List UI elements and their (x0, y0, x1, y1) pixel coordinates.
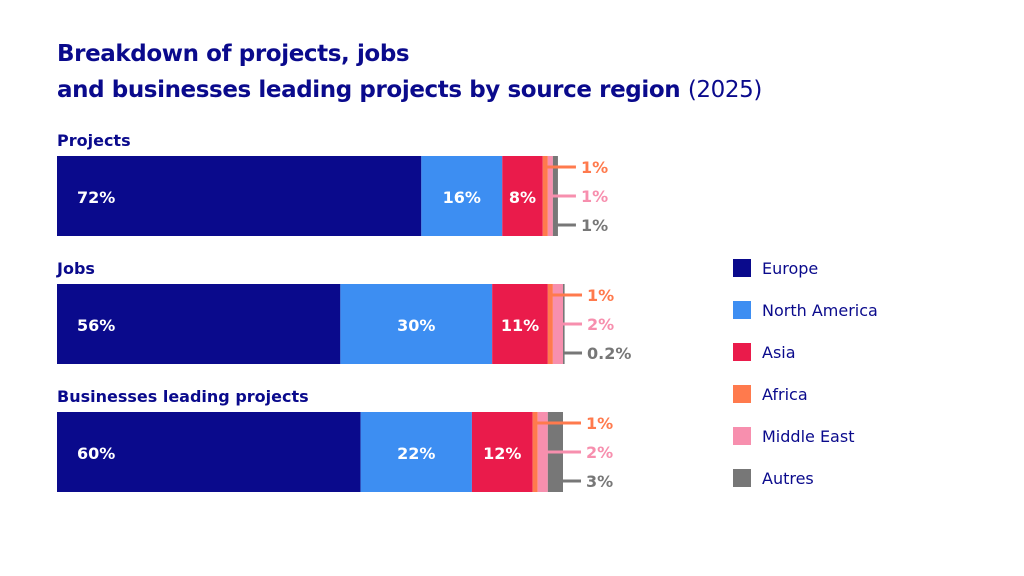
legend-item-africa: Africa (733, 383, 808, 405)
data-label-projects-middle-east: 1% (581, 187, 608, 206)
legend-label-asia: Asia (762, 342, 796, 362)
legend-item-middle-east: Middle East (733, 425, 854, 447)
chart-title-year: (2025) (687, 77, 762, 103)
bar-projects-africa (542, 156, 548, 236)
legend-item-autres: Autres (733, 467, 814, 489)
bar-projects-north-america (421, 156, 503, 236)
legend-item-europe: Europe (733, 257, 818, 279)
data-label-businesses-leading-projects-europe: 60% (77, 444, 115, 463)
bar-jobs-africa (547, 284, 553, 364)
bar-projects-europe (57, 156, 422, 236)
data-label-businesses-leading-projects-autres: 3% (586, 472, 613, 491)
bar-jobs-north-america (340, 284, 493, 364)
category-label-jobs: Jobs (56, 259, 95, 278)
bar-projects-asia (502, 156, 543, 236)
data-label-businesses-leading-projects-middle-east: 2% (586, 443, 613, 462)
data-label-businesses-leading-projects-africa: 1% (586, 414, 613, 433)
data-label-projects-autres: 1% (581, 216, 608, 235)
legend-swatch-middle-east (733, 427, 751, 445)
data-label-jobs-autres: 0.2% (587, 344, 631, 363)
bar-jobs-asia (492, 284, 548, 364)
legend-swatch-europe (733, 259, 751, 277)
legend-label-middle-east: Middle East (762, 426, 855, 446)
data-label-projects-north-america: 16% (443, 188, 481, 207)
bar-businesses-leading-projects-asia (471, 412, 533, 492)
chart-title-line2: and businesses leading projects by sourc… (57, 77, 681, 103)
data-label-projects-africa: 1% (581, 158, 608, 177)
legend-swatch-north-america (733, 301, 751, 319)
data-label-businesses-leading-projects-north-america: 22% (397, 444, 435, 463)
data-label-jobs-north-america: 30% (397, 316, 435, 335)
category-label-projects: Projects (57, 131, 131, 150)
data-label-jobs-europe: 56% (77, 316, 115, 335)
data-label-projects-asia: 8% (509, 188, 536, 207)
legend-swatch-asia (733, 343, 751, 361)
legend-swatch-autres (733, 469, 751, 487)
data-label-jobs-asia: 11% (501, 316, 539, 335)
chart-title-line1: Breakdown of projects, jobs (57, 41, 410, 67)
legend-label-europe: Europe (762, 258, 819, 278)
legend-label-autres: Autres (762, 468, 814, 488)
legend-swatch-africa (733, 385, 751, 403)
data-label-businesses-leading-projects-asia: 12% (483, 444, 521, 463)
bar-businesses-leading-projects-africa (532, 412, 538, 492)
data-label-jobs-africa: 1% (587, 286, 614, 305)
legend-item-north-america: North America (733, 299, 878, 321)
bar-businesses-leading-projects-north-america (360, 412, 472, 492)
data-label-jobs-middle-east: 2% (587, 315, 614, 334)
legend-label-north-america: North America (762, 300, 878, 320)
data-label-projects-europe: 72% (77, 188, 115, 207)
chart-title: Breakdown of projects, jobs and business… (57, 36, 762, 108)
category-label-businesses-leading-projects: Businesses leading projects (57, 387, 309, 406)
bar-businesses-leading-projects-europe (57, 412, 361, 492)
bar-jobs-europe (57, 284, 341, 364)
legend-label-africa: Africa (762, 384, 808, 404)
legend-item-asia: Asia (733, 341, 796, 363)
